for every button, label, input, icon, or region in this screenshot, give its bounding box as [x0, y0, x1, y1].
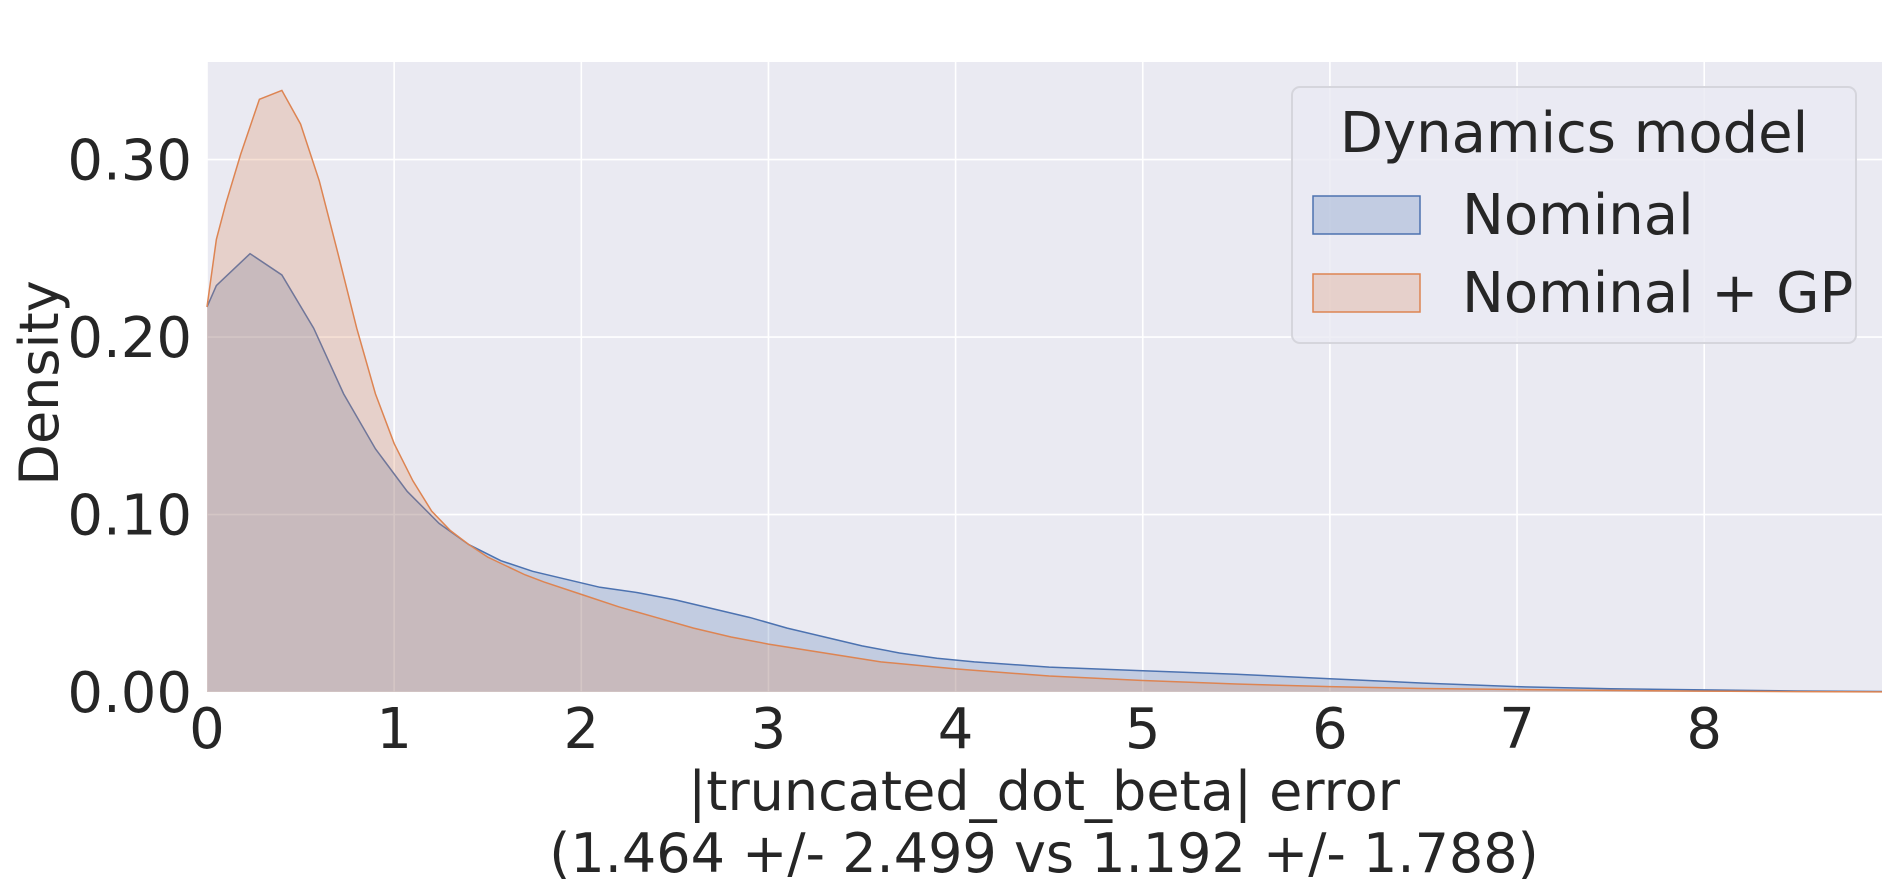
density-line-nominal-gp — [206, 89, 1883, 693]
density-area-nominal-gp — [207, 90, 1882, 692]
x-tick-label: 4 — [938, 697, 974, 762]
legend-title: Dynamics model — [1340, 101, 1808, 166]
x-tick-label: 3 — [751, 697, 787, 762]
x-tick-label: 6 — [1312, 697, 1348, 762]
x-tick-label: 1 — [376, 697, 412, 762]
x-tick-label: 0 — [189, 697, 225, 762]
x-axis-stats-label: (1.464 +/- 2.499 vs 1.192 +/- 1.788) — [549, 822, 1538, 885]
legend-label-nominal-gp: Nominal + GP — [1462, 261, 1853, 326]
y-tick-label: 0.20 — [67, 306, 192, 371]
y-tick-label: 0.10 — [67, 484, 192, 549]
y-axis-label: Density — [8, 280, 71, 485]
legend: Dynamics model Nominal Nominal + GP — [1291, 86, 1857, 344]
x-axis-label: |truncated_dot_beta| error — [688, 760, 1401, 823]
y-tick-label: 0.30 — [67, 129, 192, 194]
x-tick-label: 5 — [1125, 697, 1161, 762]
x-tick-label: 2 — [563, 697, 599, 762]
density-line-nominal — [206, 252, 1883, 693]
density-area-nominal — [207, 253, 1882, 692]
legend-frame — [1291, 86, 1857, 344]
x-tick-label: 8 — [1686, 697, 1722, 762]
legend-swatch-nominal-gp — [1312, 273, 1421, 313]
y-tick-label: 0.00 — [67, 661, 192, 726]
x-tick-label: 7 — [1499, 697, 1535, 762]
tick-labels: 0 1 2 3 4 5 6 7 8 0.00 0.10 0.20 0.30 — [67, 129, 1722, 762]
legend-label-nominal: Nominal — [1462, 183, 1694, 248]
density-areas — [206, 89, 1883, 693]
legend-swatch-nominal — [1312, 195, 1421, 235]
